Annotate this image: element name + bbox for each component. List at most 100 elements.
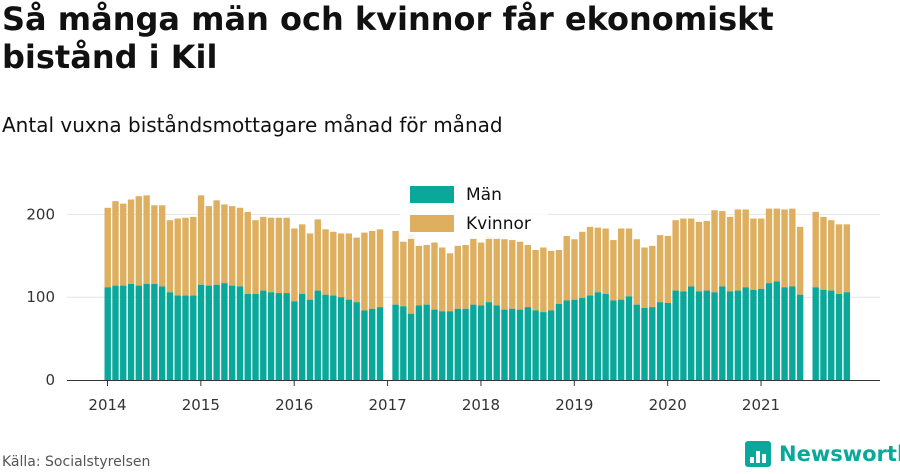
- bar-kvinnor: [633, 239, 640, 305]
- bar-man: [446, 311, 454, 380]
- bar-man: [190, 295, 197, 380]
- bar-man: [221, 283, 228, 380]
- bar-man: [158, 286, 166, 380]
- bar-kvinnor: [314, 219, 321, 291]
- bar-kvinnor: [719, 211, 726, 287]
- bar-kvinnor: [369, 230, 376, 309]
- x-tick-label: 2018: [462, 396, 500, 414]
- bar-man: [462, 308, 469, 380]
- bar-kvinnor: [641, 247, 648, 308]
- bar-kvinnor: [828, 220, 835, 291]
- bar-kvinnor: [454, 245, 461, 309]
- bar-man: [345, 299, 353, 380]
- bar-kvinnor: [594, 227, 602, 293]
- bar-kvinnor: [112, 201, 119, 286]
- bar-man: [392, 304, 399, 380]
- bar-kvinnor: [477, 242, 485, 306]
- bar-kvinnor: [532, 250, 539, 311]
- bar-man: [765, 283, 773, 380]
- bar-kvinnor: [127, 199, 135, 284]
- bar-kvinnor: [213, 200, 220, 285]
- bar-man: [664, 302, 672, 380]
- bar-kvinnor: [400, 241, 407, 307]
- bar-kvinnor: [330, 231, 337, 296]
- bar-man: [485, 302, 493, 380]
- bar-man: [283, 293, 290, 380]
- bar-man: [516, 309, 524, 380]
- bar-man: [773, 281, 780, 380]
- bar-kvinnor: [563, 235, 570, 301]
- bar-man: [680, 291, 687, 380]
- bar-man: [267, 292, 275, 380]
- bar-man: [400, 306, 407, 380]
- bar-man: [228, 285, 236, 380]
- bar-kvinnor: [516, 241, 524, 310]
- bar-man: [330, 295, 337, 380]
- bar-man: [143, 283, 150, 380]
- bar-man: [742, 287, 749, 380]
- bar-man: [112, 285, 119, 380]
- bar-kvinnor: [291, 228, 298, 302]
- bar-man: [322, 294, 329, 380]
- bar-man: [306, 299, 314, 380]
- bar-man: [376, 307, 384, 380]
- bar-kvinnor: [470, 238, 477, 305]
- x-tick-label: 2014: [88, 396, 126, 414]
- bar-man: [649, 307, 656, 380]
- y-tick-label: 100: [26, 288, 55, 306]
- bar-man: [205, 285, 213, 380]
- bar-man: [431, 309, 438, 380]
- bar-kvinnor: [602, 228, 609, 294]
- bar-kvinnor: [267, 217, 275, 293]
- bar-man: [314, 290, 321, 380]
- bar-kvinnor: [501, 239, 508, 310]
- bar-man: [820, 289, 827, 380]
- bar-man: [625, 296, 633, 380]
- bar-kvinnor: [625, 228, 633, 297]
- bar-kvinnor: [773, 208, 780, 282]
- bar-man: [633, 304, 640, 380]
- bar-man: [361, 310, 368, 380]
- bar-man: [711, 292, 718, 380]
- bar-man: [260, 290, 267, 380]
- bar-man: [337, 297, 345, 380]
- bar-man: [563, 300, 570, 380]
- bar-kvinnor: [431, 242, 438, 310]
- bar-kvinnor: [758, 218, 765, 289]
- brand-name: Newsworthy: [779, 442, 900, 466]
- bar-kvinnor: [446, 253, 454, 312]
- bar-man: [571, 299, 578, 380]
- bar-kvinnor: [789, 208, 796, 287]
- axes: 0 100 200 2014 2015 2016 2017 2018 2019 2020 2021: [26, 205, 880, 414]
- bar-man: [719, 286, 726, 380]
- bars: [104, 195, 850, 380]
- bar-man: [843, 292, 850, 380]
- bar-kvinnor: [407, 234, 415, 314]
- bar-man: [796, 294, 804, 380]
- bar-man: [812, 287, 819, 380]
- bar-kvinnor: [423, 245, 430, 305]
- bar-chart-icon: [745, 441, 771, 467]
- bar-man: [291, 301, 298, 380]
- bar-kvinnor: [688, 218, 695, 287]
- bar-kvinnor: [190, 216, 197, 296]
- bar-kvinnor: [275, 217, 283, 294]
- bar-kvinnor: [571, 239, 578, 300]
- bar-man: [610, 300, 617, 380]
- bar-kvinnor: [104, 207, 111, 288]
- bar-man: [104, 287, 111, 380]
- bar-kvinnor: [820, 216, 827, 290]
- bar-man: [586, 295, 594, 380]
- bar-kvinnor: [252, 220, 259, 294]
- bar-man: [547, 310, 555, 380]
- bar-man: [415, 305, 423, 380]
- bar-man: [695, 291, 703, 380]
- bar-kvinnor: [649, 245, 656, 308]
- x-tick-label: 2015: [182, 396, 220, 414]
- bar-kvinnor: [617, 228, 625, 300]
- bar-kvinnor: [166, 220, 174, 293]
- bar-kvinnor: [703, 221, 710, 291]
- bar-kvinnor: [182, 217, 189, 296]
- legend: Män Kvinnor: [400, 181, 548, 239]
